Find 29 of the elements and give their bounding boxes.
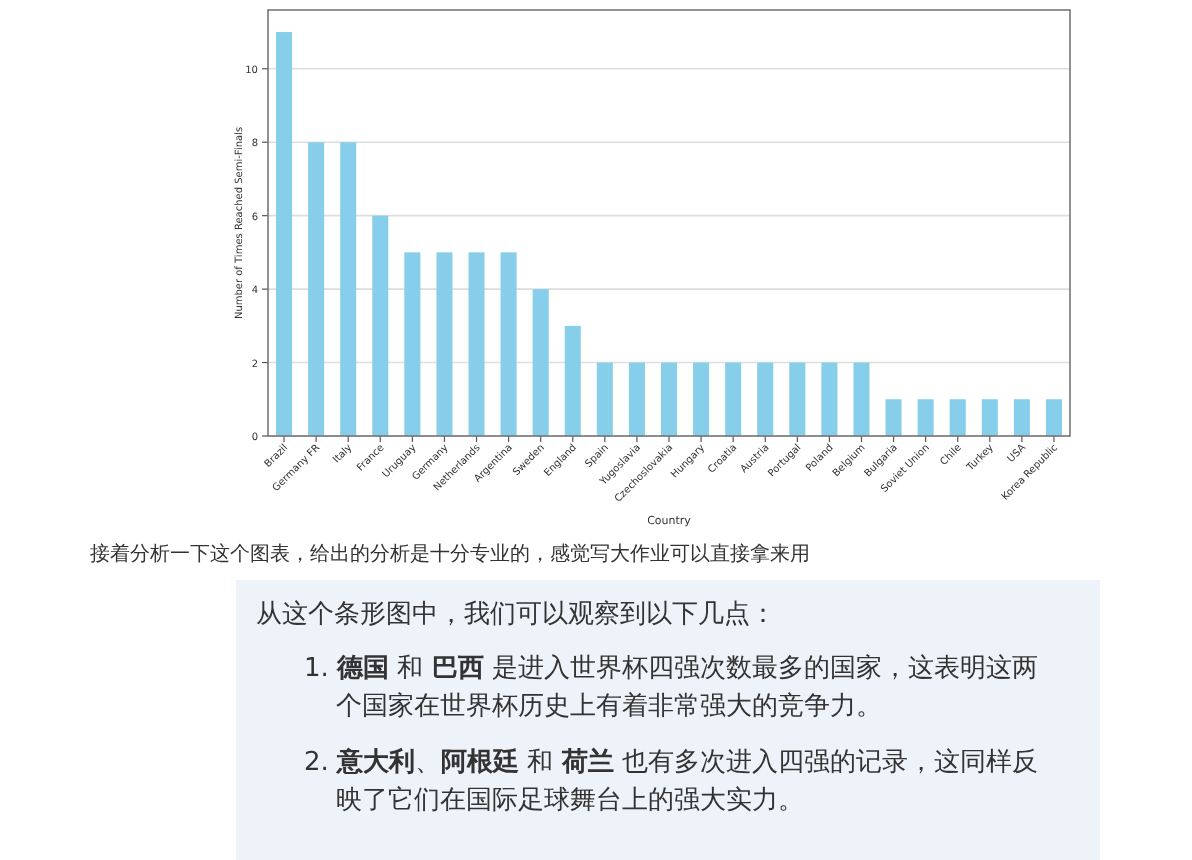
bar (468, 252, 485, 436)
bar (885, 399, 902, 436)
bar (725, 362, 742, 436)
bar (789, 362, 806, 436)
bar (564, 325, 581, 436)
bar (436, 252, 453, 436)
bar (308, 142, 325, 436)
bar (340, 142, 357, 436)
bar (1013, 399, 1030, 436)
bar (276, 32, 293, 436)
bar (404, 252, 421, 436)
bar (1045, 399, 1062, 436)
text: 接着分析一下这个图表，给出的分析是十分专业的，感觉写大作业可以直接拿来用 (90, 544, 810, 566)
text: 1. 德国 和 巴西 是进入世界杯四强次数最多的国家，这表明这两个国家在世界杯历史上有着非常强大的竞争力。 (304, 654, 1038, 722)
bar (981, 399, 998, 436)
bar (853, 362, 870, 436)
bar (949, 399, 966, 436)
text: 2. 意大利、阿根廷 和 荷兰 也有多次进入四强的记录，这同样反映了它们在国际足球舞台上的强大实力。 (304, 748, 1038, 816)
bar (372, 215, 389, 436)
bar (628, 362, 645, 436)
bar (500, 252, 517, 436)
bar (693, 362, 710, 436)
bar (917, 399, 934, 436)
bar (660, 362, 678, 436)
bar (596, 362, 613, 436)
bar (821, 362, 838, 436)
bar (532, 289, 549, 436)
bar (757, 362, 774, 436)
text: 从这个条形图中，我们可以观察到以下几点： (256, 600, 776, 630)
